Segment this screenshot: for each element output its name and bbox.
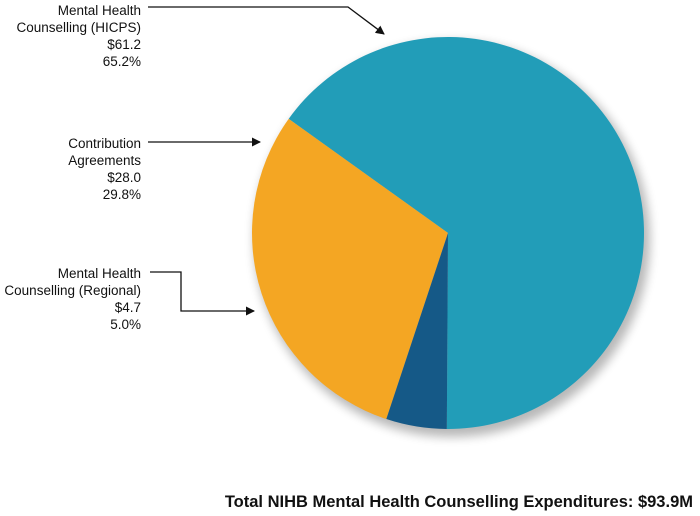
- pie-slice-hicps: [288, 37, 644, 430]
- chart-title: Total NIHB Mental Health Counselling Exp…: [225, 493, 693, 511]
- pie-slice-regional: [386, 233, 448, 429]
- leader-arrow-regional: [150, 271, 255, 316]
- slice-label-hicps: Mental Health Counselling (HICPS) $61.2 65.…: [16, 3, 141, 69]
- leader-arrow-hicps: [148, 6, 385, 35]
- slice-label-contribution: Contribution Agreements $28.0 29.8%: [68, 136, 141, 202]
- slice-label-regional: Mental Health Counselling (Regional) $4.7 5…: [4, 266, 141, 332]
- slice-labels: Mental Health Counselling (HICPS) $61.2 65.…: [4, 3, 385, 332]
- pie-slices: [252, 37, 644, 430]
- pie-slice-contribution: [252, 118, 448, 420]
